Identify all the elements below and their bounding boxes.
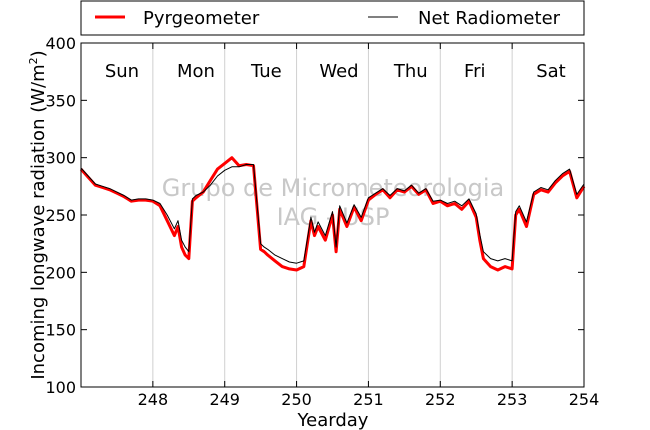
x-tick-label-250: 250 xyxy=(281,390,312,409)
day-label-mon: Mon xyxy=(177,61,215,82)
legend-label-pyrgeometer: Pyrgeometer xyxy=(143,8,260,29)
y-tick-label-200: 200 xyxy=(45,263,76,282)
x-tick-label-254: 254 xyxy=(569,390,600,409)
series-line-pyrgeometer xyxy=(79,156,586,272)
series-line-net-radiometer xyxy=(80,164,585,264)
x-tick-label-253: 253 xyxy=(497,390,528,409)
y-tick-label-400: 400 xyxy=(45,34,76,53)
x-axis-title: Yearday xyxy=(297,410,369,430)
grid xyxy=(152,43,513,387)
day-label-sun: Sun xyxy=(105,61,139,82)
day-label-thu: Thu xyxy=(393,61,428,82)
legend-box xyxy=(80,0,585,36)
y-tick-label-350: 350 xyxy=(45,91,76,110)
day-labels: Sun Mon Tue Wed Thu Fri Sat xyxy=(105,61,566,82)
y-axis-title: Incoming longwave radiation (W/m2) xyxy=(27,50,49,379)
day-label-sat: Sat xyxy=(536,61,566,82)
watermark-line-1: Grupo de Micrometeorologia xyxy=(162,174,504,202)
y-axis-title-close: ) xyxy=(28,50,49,57)
y-axis-title-main: Incoming longwave radiation (W/m xyxy=(28,64,49,379)
day-label-wed: Wed xyxy=(319,61,358,82)
legend: Pyrgeometer Net Radiometer xyxy=(80,0,585,36)
y-tick-label-300: 300 xyxy=(45,149,76,168)
series-layer xyxy=(79,156,586,272)
y-tick-label-100: 100 xyxy=(45,378,76,397)
y-axis: 100 150 200 250 300 350 400 xyxy=(45,34,584,397)
y-axis-title-superscript: 2 xyxy=(27,57,40,64)
day-label-tue: Tue xyxy=(250,61,282,82)
x-tick-label-252: 252 xyxy=(425,390,456,409)
legend-label-net-radiometer: Net Radiometer xyxy=(418,8,561,29)
day-label-fri: Fri xyxy=(464,61,485,82)
x-tick-label-248: 248 xyxy=(138,390,169,409)
x-tick-label-251: 251 xyxy=(353,390,384,409)
x-tick-label-249: 249 xyxy=(209,390,240,409)
y-tick-label-250: 250 xyxy=(45,206,76,225)
y-tick-label-150: 150 xyxy=(45,321,76,340)
x-axis: 248 249 250 251 252 253 254 xyxy=(138,43,600,409)
